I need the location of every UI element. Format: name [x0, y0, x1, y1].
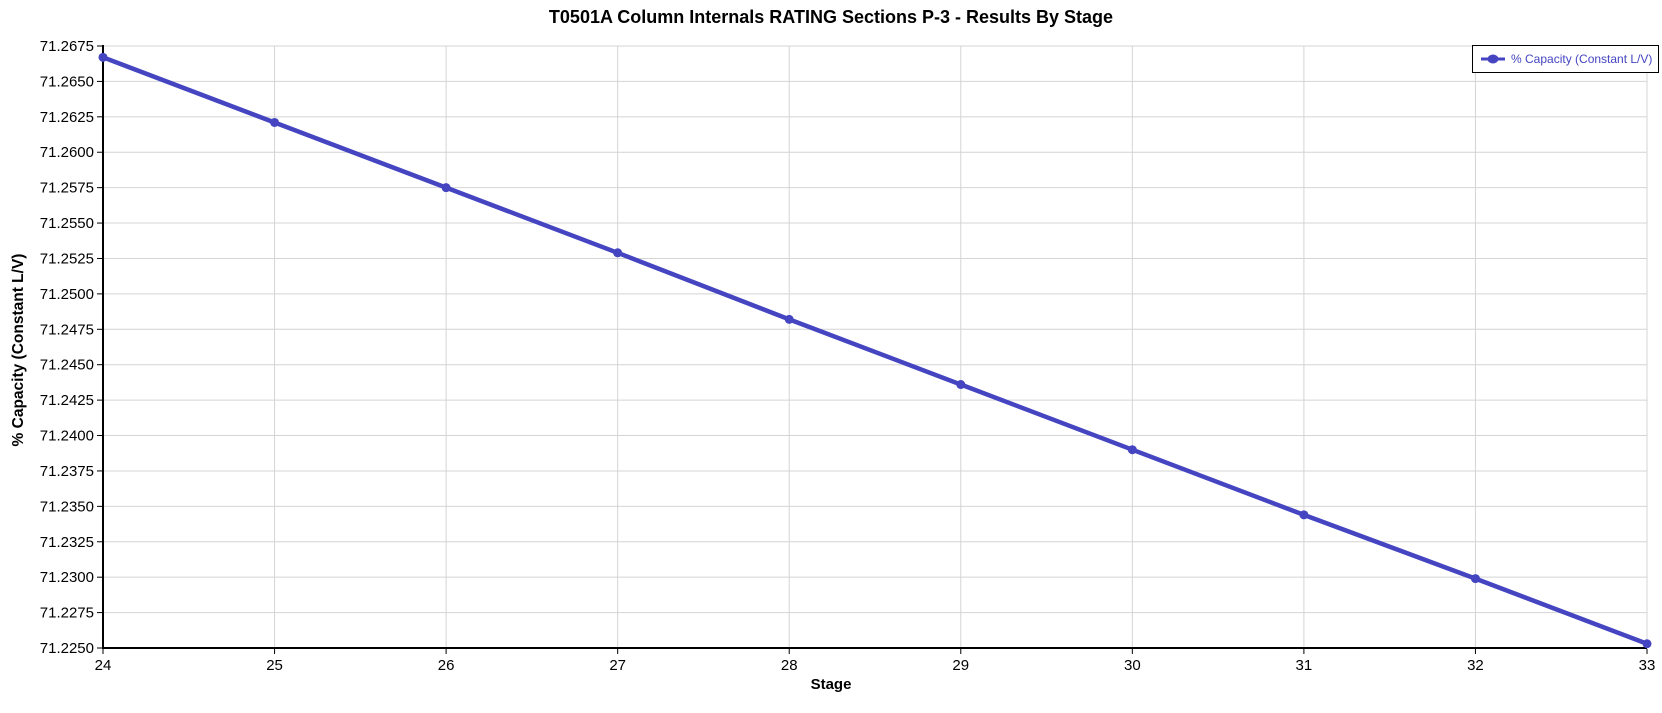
- y-tick-label: 71.2325: [40, 534, 94, 551]
- legend-label: % Capacity (Constant L/V): [1511, 52, 1653, 66]
- x-tick-label: 27: [609, 657, 626, 674]
- y-tick-label: 71.2575: [40, 180, 94, 197]
- y-axis-title: % Capacity (Constant L/V): [10, 253, 27, 447]
- x-tick-label: 33: [1639, 657, 1656, 674]
- data-point-marker: [956, 380, 966, 390]
- series-line: [100, 55, 1650, 647]
- y-tick-label: 71.2625: [40, 109, 94, 126]
- data-point-marker: [270, 117, 280, 127]
- y-tick-label: 71.2400: [40, 428, 94, 445]
- data-point-marker: [1299, 510, 1309, 520]
- y-tick-label: 71.2600: [40, 144, 94, 161]
- y-tick-label: 71.2550: [40, 215, 94, 232]
- legend-dot: [1487, 54, 1499, 64]
- legend-line-marker-icon: [1481, 54, 1505, 64]
- x-tick-label: 31: [1296, 657, 1313, 674]
- x-axis-title: Stage: [810, 676, 852, 693]
- y-tick-label: 71.2375: [40, 463, 94, 480]
- data-point-marker: [441, 183, 451, 193]
- y-tick-label: 71.2275: [40, 605, 94, 622]
- chart-title: T0501A Column Internals RATING Sections …: [548, 7, 1114, 27]
- data-point-marker: [784, 314, 794, 324]
- data-point-marker: [1127, 445, 1137, 455]
- y-tick-label: 71.2650: [40, 73, 94, 90]
- x-tick-label: 28: [781, 657, 798, 674]
- y-tick-label: 71.2525: [40, 250, 94, 267]
- x-tick-label: 25: [266, 657, 283, 674]
- y-tick-label: 71.2500: [40, 286, 94, 303]
- x-tick-label: 26: [438, 657, 455, 674]
- data-point-marker: [1470, 574, 1480, 584]
- data-point-marker: [613, 248, 623, 258]
- y-tick-label: 71.2450: [40, 357, 94, 374]
- y-tick-label: 71.2675: [40, 38, 94, 55]
- y-tick-label: 71.2475: [40, 321, 94, 338]
- y-tick-label: 71.2250: [40, 640, 94, 657]
- x-tick-label: 24: [95, 657, 112, 674]
- x-tick-label: 29: [952, 657, 969, 674]
- y-tick-label: 71.2425: [40, 392, 94, 409]
- data-point-marker: [98, 52, 108, 62]
- legend: % Capacity (Constant L/V): [1472, 45, 1659, 73]
- data-point-marker: [1642, 639, 1652, 649]
- y-tick-label: 71.2300: [40, 569, 94, 586]
- y-tick-label: 71.2350: [40, 498, 94, 515]
- x-tick-label: 32: [1467, 657, 1484, 674]
- x-tick-label: 30: [1124, 657, 1141, 674]
